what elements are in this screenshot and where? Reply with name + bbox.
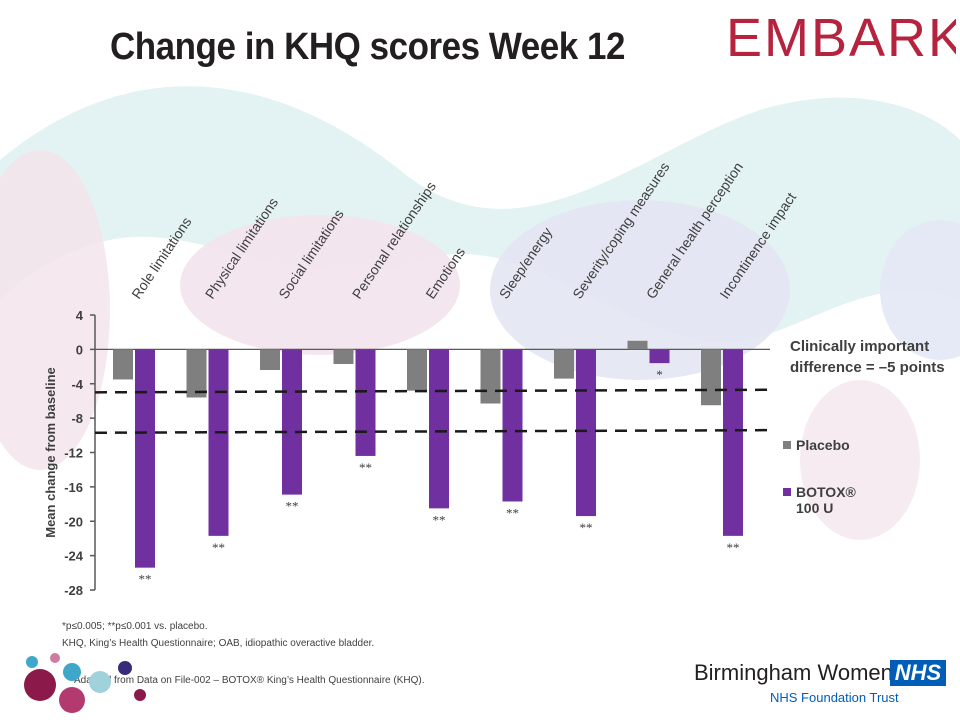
category-label: Role limitations (128, 214, 194, 302)
y-tick-label: 4 (76, 308, 84, 323)
legend-label-botox: BOTOX® 100 U (796, 484, 856, 516)
placebo-bar (627, 340, 648, 350)
significance-label: ** (286, 499, 299, 514)
placebo-bar (260, 349, 280, 370)
placebo-bar (480, 349, 501, 404)
y-tick-label: -16 (64, 480, 83, 495)
footnote-abbreviations: KHQ, King’s Health Questionnaire; OAB, i… (62, 638, 375, 649)
placebo-bar (333, 349, 354, 364)
embark-logo: EMBARK (726, 8, 956, 68)
y-tick-label: -20 (64, 514, 83, 529)
placebo-bar (186, 349, 207, 398)
botox-bar (649, 349, 670, 364)
botox-bar (576, 349, 596, 517)
category-label: Physical limitations (202, 195, 281, 302)
legend-label-placebo: Placebo (796, 437, 850, 453)
significance-label: ** (506, 505, 519, 520)
botox-bar (135, 349, 155, 568)
botox-bar (502, 349, 523, 502)
logo-text: EMBARK (726, 8, 956, 68)
y-tick-label: -4 (71, 377, 83, 392)
label-layer: ** Role limitations ** Physical limitations… (128, 159, 799, 586)
significance-label: ** (433, 512, 446, 527)
significance-label: * (656, 367, 663, 382)
clinical-difference-note: Clinically important difference = –5 poi… (790, 338, 945, 376)
reference-line (94, 428, 771, 434)
reference-lines (94, 388, 771, 434)
category-label: Personal relationships (349, 179, 439, 302)
footnote-significance: *p≤0.005; **p≤0.001 vs. placebo. (62, 621, 208, 632)
significance-label: ** (580, 520, 593, 535)
significance-label: ** (359, 460, 372, 475)
placebo-bar (554, 349, 574, 379)
significance-label: ** (727, 540, 740, 555)
legend-placebo: Placebo (783, 437, 850, 453)
axis-layer: 4 0 -4 -8 -12 -16 -20 -24 -28 Mean change from ba… (43, 308, 770, 598)
botox-bar (429, 349, 449, 509)
dots-decoration (24, 653, 146, 713)
nhs-badge: NHS (890, 660, 946, 686)
y-tick-label: -12 (64, 446, 83, 461)
slide-title: Change in KHQ scores Week 12 (110, 26, 625, 68)
legend-botox: BOTOX® 100 U (783, 484, 876, 516)
placebo-bar (113, 349, 133, 380)
legend-swatch-botox (783, 488, 791, 496)
org-trust: NHS Foundation Trust (770, 690, 899, 705)
significance-label: ** (139, 572, 152, 587)
y-tick-label: -24 (64, 549, 84, 564)
bars-layer (113, 340, 743, 568)
y-tick-label: -28 (64, 583, 83, 598)
category-label: Incontinence impact (716, 189, 799, 301)
y-tick-label: 0 (76, 342, 83, 357)
category-label: Social limitations (275, 206, 347, 301)
placebo-bar (407, 349, 427, 391)
reference-line (94, 388, 771, 394)
y-axis-title: Mean change from baseline (43, 367, 58, 538)
legend-swatch-placebo (783, 441, 791, 449)
footnote-source: Adapted from Data on File-002 – BOTOX® K… (74, 675, 425, 686)
botox-bar (282, 349, 302, 495)
botox-bar (355, 349, 376, 456)
botox-bar (208, 349, 229, 536)
botox-bar (723, 349, 743, 536)
placebo-bar (701, 349, 721, 406)
category-label: Emotions (422, 244, 468, 301)
category-label: Sleep/energy (496, 224, 555, 301)
org-name: Birmingham Women's (694, 660, 909, 685)
y-tick-label: -8 (71, 411, 83, 426)
significance-label: ** (212, 540, 225, 555)
